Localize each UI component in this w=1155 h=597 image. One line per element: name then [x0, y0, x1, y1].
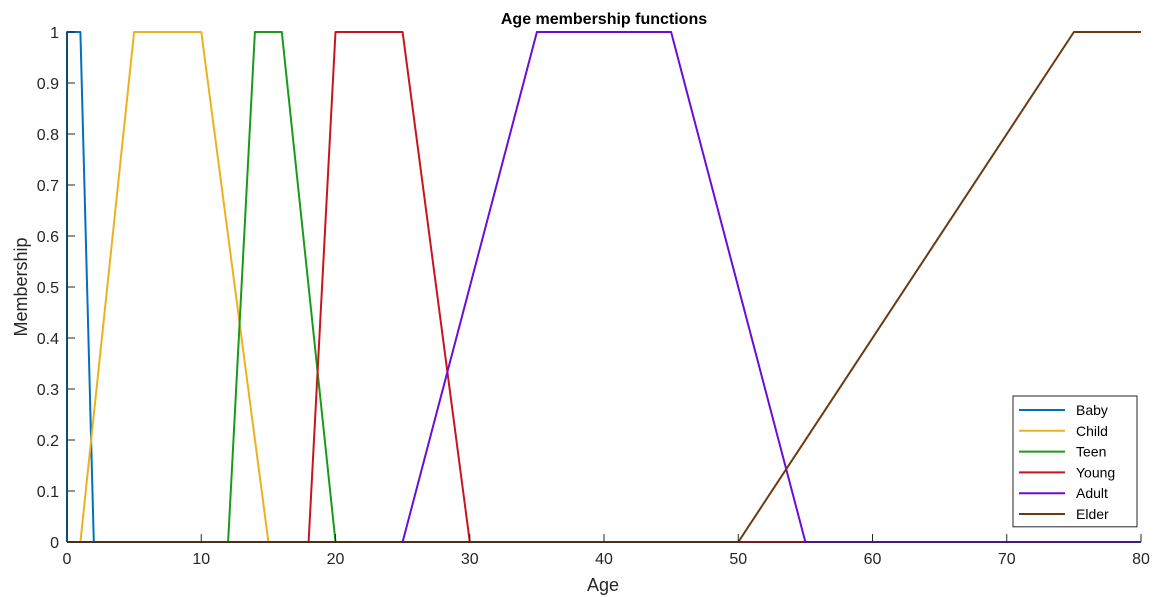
- x-tick-label: 70: [998, 551, 1016, 568]
- x-tick-label: 50: [729, 551, 747, 568]
- y-tick-label: 0.2: [37, 433, 59, 450]
- legend-box: [1012, 395, 1138, 528]
- legend-label-child: Child: [1076, 423, 1108, 439]
- x-tick-label: 0: [63, 551, 72, 568]
- legend-label-adult: Adult: [1076, 485, 1108, 501]
- x-tick-label: 20: [327, 551, 345, 568]
- x-tick-label: 80: [1132, 551, 1150, 568]
- x-tick-label: 30: [461, 551, 479, 568]
- y-tick-label: 0.6: [37, 229, 59, 246]
- y-tick-label: 0.4: [37, 331, 59, 348]
- y-tick-label: 0.3: [37, 382, 59, 399]
- legend-label-baby: Baby: [1076, 402, 1108, 418]
- legend: Baby Child Teen Young Adult Elder: [1012, 395, 1138, 528]
- y-tick-label: 1: [50, 25, 59, 42]
- y-tick-label: 0.8: [37, 127, 59, 144]
- y-tick-label: 0.5: [37, 280, 59, 297]
- chart-title: Age membership functions: [501, 11, 707, 28]
- x-tick-label: 10: [192, 551, 210, 568]
- ticks-layer: 0 10 20 30 40 50 60 70 80 0 0.1 0.2 0.3 0.4 0.5 0.6 0.7 0…: [37, 25, 1150, 568]
- legend-label-elder: Elder: [1076, 506, 1109, 522]
- y-axis-label: Membership: [11, 237, 31, 336]
- x-axis-label: Age: [587, 575, 619, 595]
- x-tick-label: 40: [595, 551, 613, 568]
- x-tick-label: 60: [864, 551, 882, 568]
- legend-label-young: Young: [1076, 464, 1115, 480]
- y-tick-label: 0.1: [37, 484, 59, 501]
- legend-label-teen: Teen: [1076, 444, 1106, 460]
- y-tick-label: 0.9: [37, 76, 59, 93]
- y-tick-label: 0: [50, 535, 59, 552]
- y-tick-label: 0.7: [37, 178, 59, 195]
